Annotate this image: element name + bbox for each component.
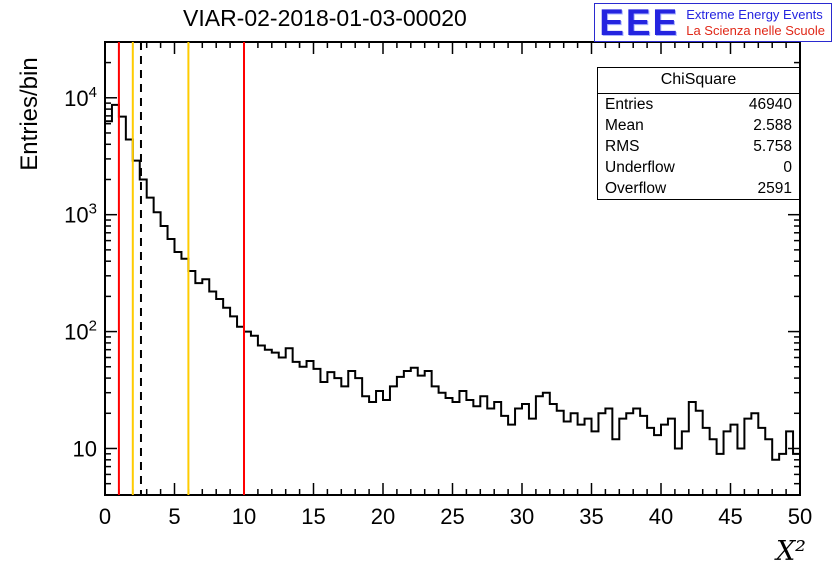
x-tick-label: 50: [788, 504, 812, 529]
eee-logo-text: EEE: [599, 2, 680, 43]
stats-row: Overflow 2591: [598, 178, 799, 199]
stats-label: Mean: [605, 116, 644, 134]
histogram-line: [104, 103, 801, 495]
eee-logo: EEE Extreme Energy Events La Scienza nel…: [594, 3, 832, 42]
stats-value: 0: [783, 158, 792, 176]
x-axis-title: X²: [775, 536, 806, 567]
stats-box: ChiSquare Entries 46940 Mean 2.588 RMS 5…: [597, 67, 800, 200]
x-tick-label: 45: [718, 504, 742, 529]
stats-value: 2591: [757, 179, 792, 197]
y-tick-label: 10: [73, 436, 97, 461]
x-tick-label: 15: [301, 504, 325, 529]
y-axis-title: Entries/bin: [16, 57, 43, 171]
x-tick-label: 20: [371, 504, 395, 529]
y-tick-label: 104: [64, 84, 97, 111]
stats-row: Underflow 0: [598, 157, 799, 178]
y-tick-label: 102: [64, 318, 97, 345]
x-tick-label: 40: [649, 504, 673, 529]
y-tick-label: 103: [64, 201, 97, 228]
x-tick-label: 5: [168, 504, 180, 529]
x-tick-label: 0: [99, 504, 111, 529]
x-tick-label: 30: [510, 504, 534, 529]
stats-label: RMS: [605, 137, 640, 155]
stats-row: Entries 46940: [598, 94, 799, 115]
stats-row: Mean 2.588: [598, 115, 799, 136]
eee-logo-line2: La Scienza nelle Scuole: [686, 22, 825, 38]
stats-label: Entries: [605, 95, 654, 113]
stats-row: RMS 5.758: [598, 136, 799, 157]
stats-value: 5.758: [753, 137, 792, 155]
x-tick-label: 25: [440, 504, 464, 529]
eee-logo-line1: Extreme Energy Events: [686, 6, 823, 22]
stats-value: 46940: [748, 95, 792, 113]
stats-label: Overflow: [605, 179, 667, 197]
x-tick-label: 35: [579, 504, 603, 529]
stats-box-title: ChiSquare: [598, 68, 799, 94]
x-tick-label: 10: [232, 504, 256, 529]
stats-label: Underflow: [605, 158, 675, 176]
eee-logo-subtitle: Extreme Energy Events La Scienza nelle S…: [686, 5, 825, 41]
stats-value: 2.588: [753, 116, 792, 134]
plot-title: VIAR-02-2018-01-03-00020: [183, 5, 467, 31]
